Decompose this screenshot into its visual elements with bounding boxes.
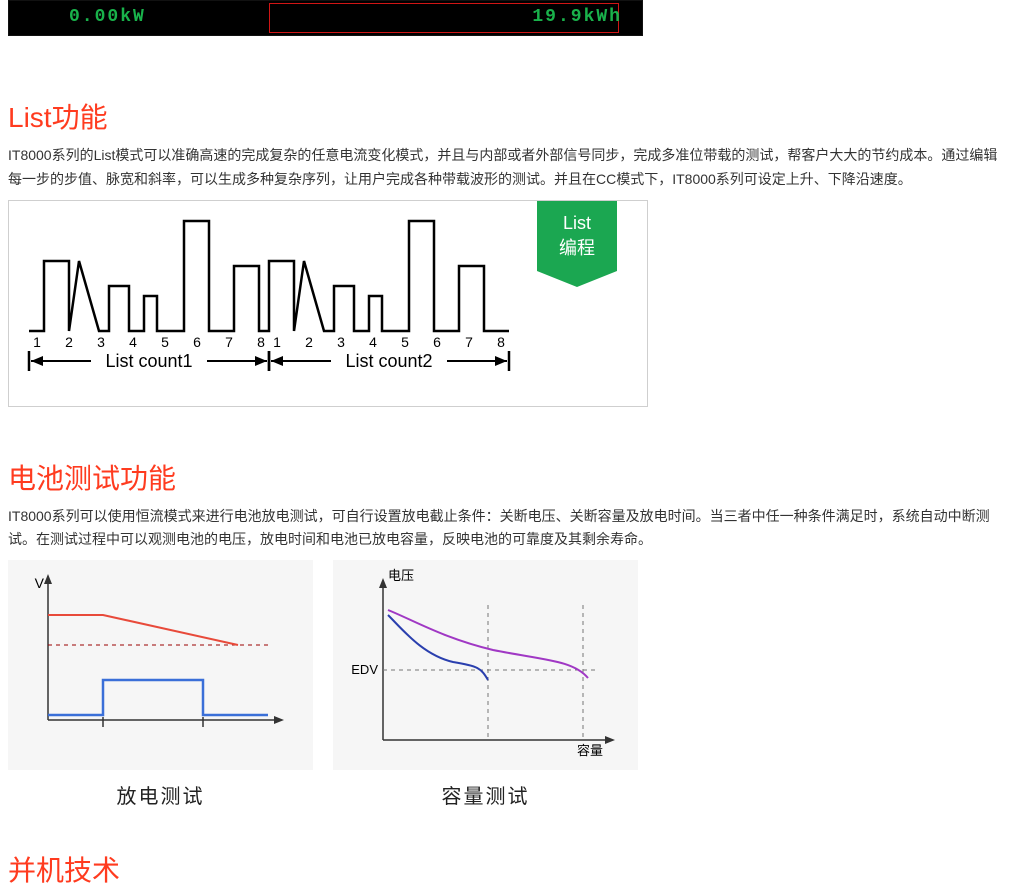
section-desc-battery: IT8000系列可以使用恒流模式来进行电池放电测试，可自行设置放电截止条件：关断… <box>0 505 1019 553</box>
svg-text:1: 1 <box>273 334 281 350</box>
svg-text:5: 5 <box>161 334 169 350</box>
discharge-test-svg: V <box>8 560 313 770</box>
svg-text:1: 1 <box>33 334 41 350</box>
readout-right: 19.9kWh <box>532 7 622 27</box>
list-waveform-figure: List 编程 1 2 3 4 5 6 7 8 List count1 1 2 3 4 5 6 7 8 List … <box>8 200 648 407</box>
svg-text:V: V <box>35 575 45 591</box>
discharge-test-caption: 放电测试 <box>8 780 313 809</box>
section-title-battery: 电池测试功能 <box>0 457 1019 497</box>
svg-text:8: 8 <box>257 334 265 350</box>
svg-text:List count1: List count1 <box>105 351 192 371</box>
svg-text:4: 4 <box>369 334 377 350</box>
svg-text:容量: 容量 <box>577 743 603 758</box>
section-title-parallel: 并机技术 <box>0 849 1019 889</box>
list-badge: List 编程 <box>537 201 617 271</box>
svg-text:4: 4 <box>129 334 137 350</box>
svg-text:2: 2 <box>65 334 73 350</box>
capacity-test-svg: 电压容量 EDV <box>333 560 638 770</box>
capacity-test-figure: 电压容量 EDV 容量测试 <box>333 560 638 809</box>
device-readout-band: 0.00kW 19.9kWh <box>8 0 643 36</box>
svg-text:5: 5 <box>401 334 409 350</box>
svg-text:7: 7 <box>225 334 233 350</box>
svg-text:6: 6 <box>433 334 441 350</box>
svg-text:6: 6 <box>193 334 201 350</box>
list-badge-line1: List <box>563 213 591 233</box>
svg-text:7: 7 <box>465 334 473 350</box>
section-title-list: List功能 <box>0 96 1019 136</box>
svg-text:3: 3 <box>97 334 105 350</box>
discharge-test-figure: V 放电测试 <box>8 560 313 809</box>
svg-text:List count2: List count2 <box>345 351 432 371</box>
battery-figures-row: V 放电测试 电压容量 EDV 容量测试 <box>0 560 1019 809</box>
svg-text:EDV: EDV <box>351 662 378 677</box>
readout-left: 0.00kW <box>69 7 146 27</box>
svg-text:2: 2 <box>305 334 313 350</box>
svg-text:8: 8 <box>497 334 505 350</box>
capacity-test-caption: 容量测试 <box>333 780 638 809</box>
svg-text:3: 3 <box>337 334 345 350</box>
section-desc-list: IT8000系列的List模式可以准确高速的完成复杂的任意电流变化模式，并且与内… <box>0 144 1019 192</box>
list-badge-line2: 编程 <box>559 238 595 258</box>
svg-text:电压: 电压 <box>388 568 414 583</box>
